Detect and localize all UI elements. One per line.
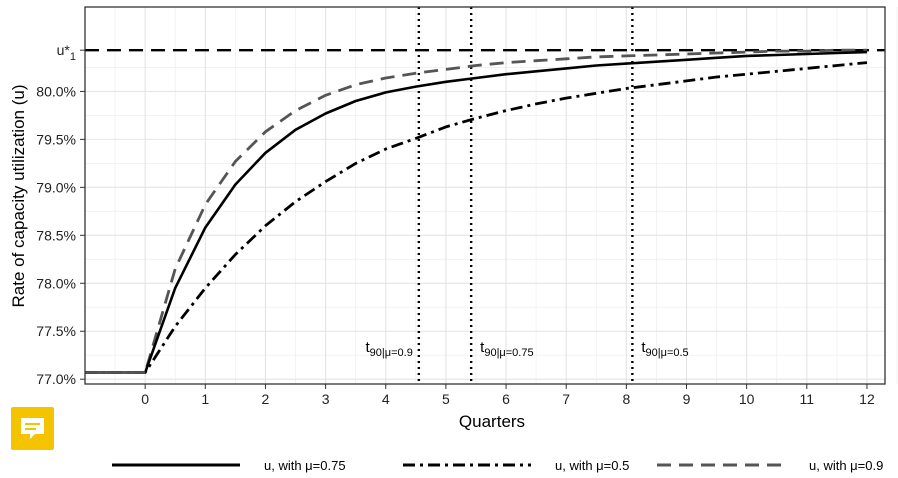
y-axis-title: Rate of capacity utilization (u) — [9, 85, 28, 308]
x-tick-label: 2 — [262, 391, 270, 407]
x-tick-label: 8 — [622, 391, 630, 407]
series-lines — [85, 48, 868, 374]
x-tick-label: 7 — [562, 391, 570, 407]
x-tick-label: 10 — [739, 391, 755, 407]
x-tick-label: 6 — [502, 391, 510, 407]
annotations: t90|μ=0.9 t90|μ=0.75 t90|μ=0.5 — [366, 339, 689, 359]
legend: u, with μ=0.75 u, with μ=0.5 u, with μ=0.9 — [112, 458, 883, 473]
y-tick-label: 79.0% — [36, 179, 76, 195]
y-tick-label: 78.5% — [36, 227, 76, 243]
series-line — [85, 61, 868, 374]
y-tick-label: 77.5% — [36, 323, 76, 339]
y-tick-label: 80.0% — [36, 83, 76, 99]
y-tick-label: 78.0% — [36, 275, 76, 291]
x-axis-title: Quarters — [459, 412, 525, 431]
x-tick-label: 1 — [201, 391, 209, 407]
x-tick-label: 0 — [141, 391, 149, 407]
x-tick-label: 3 — [322, 391, 330, 407]
series-line — [85, 48, 867, 374]
vline-label: t90|μ=0.5 — [641, 339, 688, 359]
y-axis-ticks: 77.0% 77.5% 78.0% 78.5% 79.0% 79.5% 80.0% u*1 — [36, 42, 85, 387]
x-tick-label: 4 — [382, 391, 390, 407]
legend-label: u, with μ=0.75 — [264, 458, 346, 473]
plot-panel — [85, 7, 885, 384]
vline-label: t90|μ=0.75 — [480, 339, 533, 359]
series-line — [85, 50, 868, 374]
legend-label: u, with μ=0.9 — [809, 458, 883, 473]
y-tick-label: 79.5% — [36, 131, 76, 147]
note-icon[interactable] — [11, 407, 54, 450]
x-tick-label: 11 — [800, 391, 815, 407]
x-tick-label: 12 — [859, 391, 875, 407]
x-tick-label: 5 — [442, 391, 450, 407]
x-tick-label: 9 — [683, 391, 691, 407]
legend-label: u, with μ=0.5 — [555, 458, 629, 473]
y-tick-label: 77.0% — [36, 371, 76, 387]
vline-label: t90|μ=0.9 — [366, 339, 413, 359]
grid-major — [85, 7, 885, 384]
steady-state-tick-label: u*1 — [57, 42, 76, 63]
x-axis-ticks: 0 1 2 3 4 5 6 7 8 9 10 11 12 — [141, 384, 875, 407]
plot-border — [84, 6, 886, 385]
grid-minor — [85, 7, 898, 384]
